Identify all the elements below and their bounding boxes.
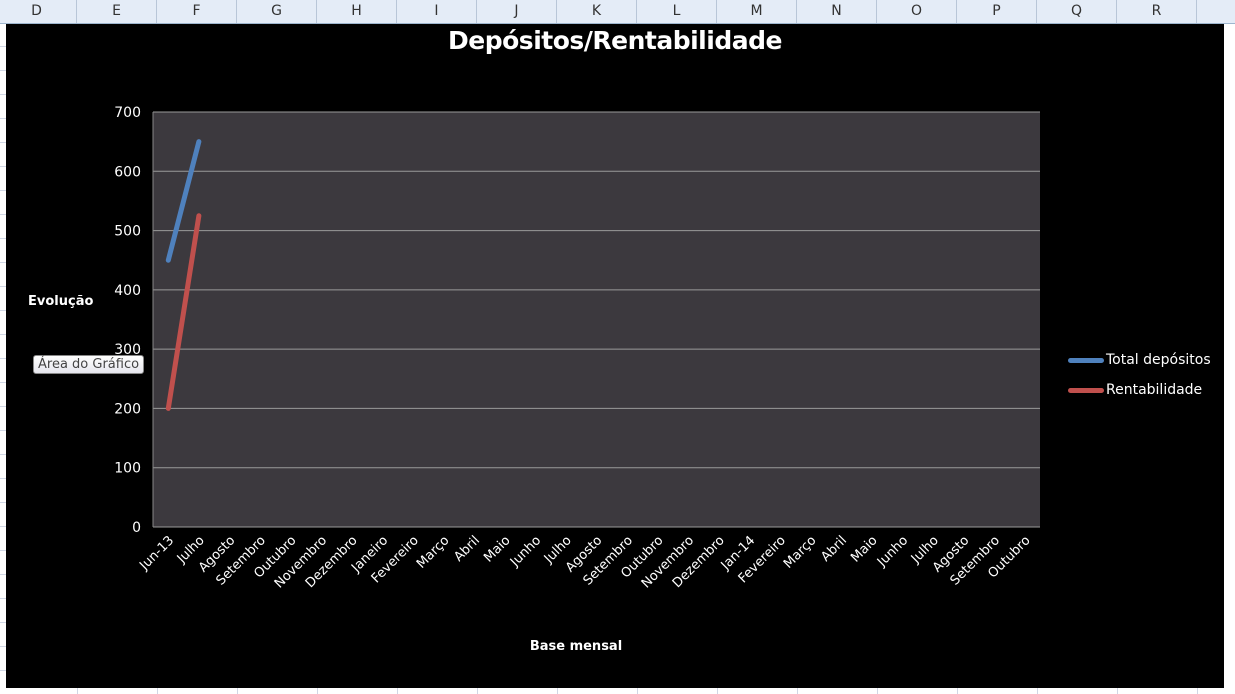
row-gridline [0,286,6,287]
column-header-P[interactable]: P [957,0,1037,23]
legend-label: Total depósitos [1106,352,1211,368]
column-gridline [1037,688,1038,694]
legend-swatch-rentabilidade [1068,387,1104,393]
legend-item-total[interactable]: Total depósitos [1068,352,1211,368]
chart-area[interactable]: 0 100 200 300 400 500 600 700 Jun-13 Julho Agosto S… [6,24,1224,688]
row-gridline [0,454,6,455]
x-tick-label: Junho [507,533,544,570]
row-gridline [0,334,6,335]
column-header-I[interactable]: I [397,0,477,23]
row-gridline [0,94,6,95]
row-gridline [0,670,6,671]
column-gridline [957,688,958,694]
row-gridline [0,46,6,47]
column-gridline [157,688,158,694]
column-gridline [77,688,78,694]
column-header-D[interactable]: D [0,0,77,23]
y-tick-label: 400 [114,283,141,299]
row-gridline [0,358,6,359]
y-tick-label: 100 [114,461,141,477]
column-header-H[interactable]: H [317,0,397,23]
column-gridline [237,688,238,694]
row-gridline [0,142,6,143]
y-tick-label: 0 [132,520,141,536]
column-gridline [797,688,798,694]
row-gridline [0,190,6,191]
x-tick-label: Abril [818,533,850,565]
y-tick-label: 600 [114,164,141,180]
chart-svg: 0100200300400500600700Jun-13JulhoAgostoS… [114,105,1040,591]
column-gridline [877,688,878,694]
row-gridline [0,646,6,647]
x-tick-label: Março [414,533,452,571]
row-gridline [0,406,6,407]
row-gridline [0,166,6,167]
row-gridline [0,502,6,503]
x-tick-label: Abril [451,533,483,565]
column-header-O[interactable]: O [877,0,957,23]
column-header-N[interactable]: N [797,0,877,23]
row-gridline [0,118,6,119]
column-header-K[interactable]: K [557,0,637,23]
column-header-G[interactable]: G [237,0,317,23]
legend-item-rentabilidade[interactable]: Rentabilidade [1068,382,1202,398]
column-gridline [1197,688,1198,694]
y-tick-label: 200 [114,401,141,417]
column-gridline [1117,688,1118,694]
column-header-Q[interactable]: Q [1037,0,1117,23]
row-gridline [0,622,6,623]
row-gridline [0,262,6,263]
column-header-R[interactable]: R [1117,0,1197,23]
x-tick-label: Junho [874,533,911,570]
row-gridline [0,430,6,431]
row-gridline [0,238,6,239]
column-gridline [477,688,478,694]
row-gridline [0,214,6,215]
row-gridline [0,598,6,599]
row-gridline [0,70,6,71]
legend-label: Rentabilidade [1106,382,1203,398]
x-axis-title[interactable]: Base mensal [529,639,623,654]
y-tick-label: 700 [114,105,141,121]
column-header-L[interactable]: L [637,0,717,23]
column-header-M[interactable]: M [717,0,797,23]
row-gridline [0,526,6,527]
column-header-J[interactable]: J [477,0,557,23]
x-tick-label: Março [781,533,819,571]
x-tick-label: Jun-13 [136,533,177,574]
column-gridline [397,688,398,694]
chart-area-tooltip: Área do Gráfico [33,355,145,374]
legend-swatch-total [1068,357,1104,363]
column-header-F[interactable]: F [157,0,237,23]
row-gridline [0,550,6,551]
chart-title[interactable]: Depósitos/Rentabilidade [448,26,782,55]
column-gridline [717,688,718,694]
y-tick-label: 500 [114,224,141,240]
y-axis-title[interactable]: Evolução [28,294,94,309]
row-gridline [0,310,6,311]
series-line-rentabilidade [165,213,202,411]
column-gridline [317,688,318,694]
column-header-E[interactable]: E [77,0,157,23]
column-gridline [557,688,558,694]
column-gridline [637,688,638,694]
plot-area [153,112,1040,527]
row-gridline [0,574,6,575]
y-tick-label: 300 [114,342,141,358]
row-gridline [0,382,6,383]
series-line-total-depositos [165,139,202,263]
row-gridline [0,478,6,479]
